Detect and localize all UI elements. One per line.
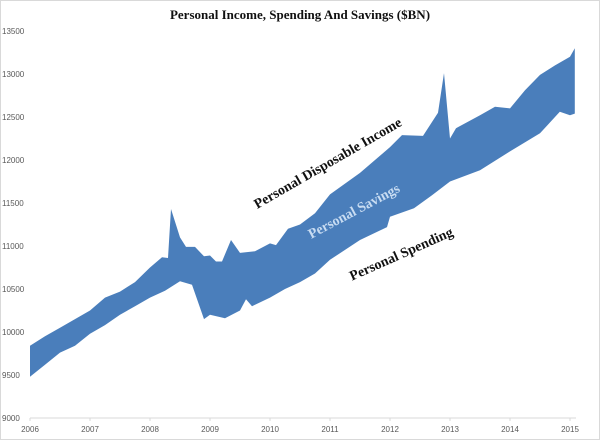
y-tick-label: 12000 [2,156,25,165]
y-tick-label: 9000 [2,414,20,423]
x-tick-label: 2014 [501,425,519,434]
x-tick-label: 2006 [21,425,39,434]
y-tick-label: 13500 [2,27,25,36]
x-tick-label: 2007 [81,425,99,434]
y-tick-label: 11500 [2,199,24,208]
y-tick-label: 13000 [2,70,25,79]
y-tick-label: 9500 [2,371,20,380]
x-tick-label: 2012 [381,425,399,434]
x-tick-label: 2011 [321,425,339,434]
personal-savings-area [30,48,575,377]
chart-title: Personal Income, Spending And Savings ($… [170,7,430,22]
x-tick-label: 2013 [441,425,459,434]
y-tick-label: 11000 [2,242,24,251]
x-tick-label: 2015 [561,425,579,434]
x-tick-label: 2009 [201,425,219,434]
x-tick-label: 2010 [261,425,279,434]
x-tick-label: 2008 [141,425,159,434]
y-tick-label: 12500 [2,113,25,122]
y-tick-label: 10000 [2,328,25,337]
y-tick-label: 10500 [2,285,25,294]
